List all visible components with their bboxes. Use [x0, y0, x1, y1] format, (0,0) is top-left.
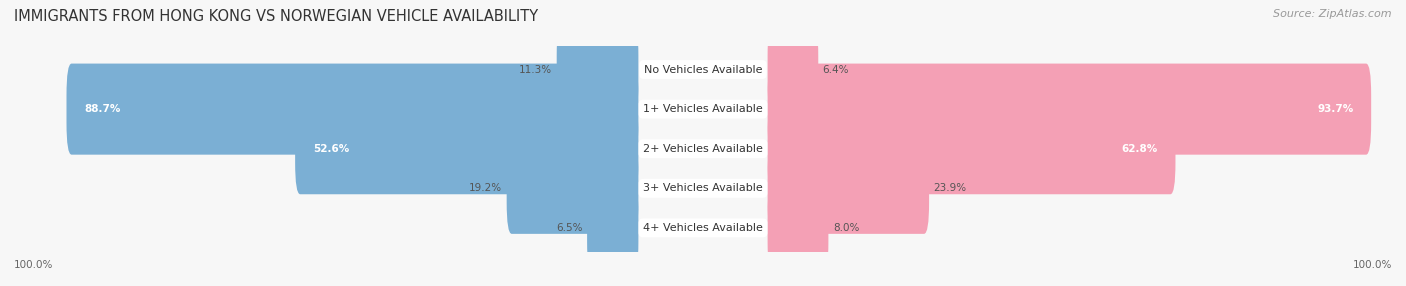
Text: 23.9%: 23.9% — [934, 183, 967, 193]
FancyBboxPatch shape — [66, 63, 638, 155]
FancyBboxPatch shape — [0, 73, 1406, 224]
FancyBboxPatch shape — [0, 113, 1406, 264]
Text: 11.3%: 11.3% — [519, 65, 553, 75]
Text: 88.7%: 88.7% — [84, 104, 121, 114]
FancyBboxPatch shape — [768, 63, 1371, 155]
Text: Source: ZipAtlas.com: Source: ZipAtlas.com — [1274, 9, 1392, 19]
Text: 6.4%: 6.4% — [823, 65, 849, 75]
FancyBboxPatch shape — [588, 182, 638, 273]
FancyBboxPatch shape — [768, 24, 818, 115]
Text: 4+ Vehicles Available: 4+ Vehicles Available — [643, 223, 763, 233]
FancyBboxPatch shape — [557, 24, 638, 115]
Text: 100.0%: 100.0% — [1353, 260, 1392, 270]
Text: 3+ Vehicles Available: 3+ Vehicles Available — [643, 183, 763, 193]
FancyBboxPatch shape — [768, 182, 828, 273]
Text: 93.7%: 93.7% — [1317, 104, 1354, 114]
Text: 8.0%: 8.0% — [832, 223, 859, 233]
Text: 19.2%: 19.2% — [470, 183, 502, 193]
FancyBboxPatch shape — [506, 143, 638, 234]
Text: IMMIGRANTS FROM HONG KONG VS NORWEGIAN VEHICLE AVAILABILITY: IMMIGRANTS FROM HONG KONG VS NORWEGIAN V… — [14, 9, 538, 23]
FancyBboxPatch shape — [0, 152, 1406, 286]
FancyBboxPatch shape — [768, 143, 929, 234]
Text: No Vehicles Available: No Vehicles Available — [644, 65, 762, 75]
Text: 6.5%: 6.5% — [557, 223, 582, 233]
Text: 52.6%: 52.6% — [314, 144, 349, 154]
Text: 1+ Vehicles Available: 1+ Vehicles Available — [643, 104, 763, 114]
FancyBboxPatch shape — [0, 33, 1406, 185]
FancyBboxPatch shape — [0, 0, 1406, 145]
Text: 100.0%: 100.0% — [14, 260, 53, 270]
FancyBboxPatch shape — [768, 103, 1175, 194]
Text: 2+ Vehicles Available: 2+ Vehicles Available — [643, 144, 763, 154]
Text: 62.8%: 62.8% — [1122, 144, 1157, 154]
FancyBboxPatch shape — [295, 103, 638, 194]
